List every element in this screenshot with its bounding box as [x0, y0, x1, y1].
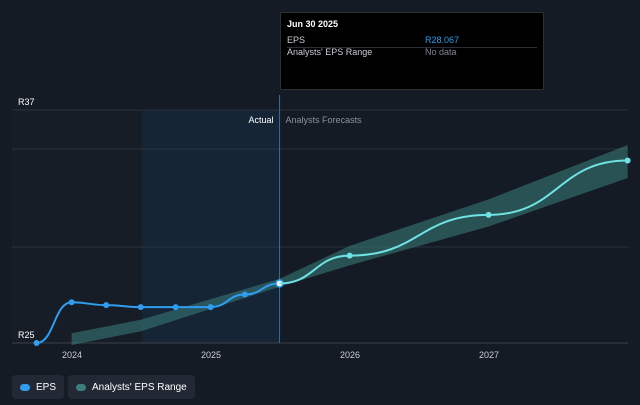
eps-point	[241, 291, 248, 298]
tooltip-eps-value: R28.067	[425, 35, 460, 45]
x-tick-label: 2026	[340, 350, 360, 360]
legend-eps-button[interactable]: EPS	[12, 375, 65, 399]
eps-forecast-point	[346, 252, 353, 259]
legend-eps-label: EPS	[36, 381, 57, 393]
eps-point	[68, 299, 75, 306]
analysts-forecasts-label: Analysts Forecasts	[286, 115, 363, 125]
eps-point	[33, 340, 40, 346]
tooltip-row-range: Analysts' EPS Range No data	[287, 47, 537, 59]
eps-forecast-point	[624, 157, 631, 164]
actual-label: Actual	[249, 115, 274, 125]
x-tick-label: 2027	[479, 350, 499, 360]
legend-range-swatch	[76, 383, 86, 391]
tooltip-row-eps: EPS R28.067	[287, 35, 537, 48]
x-tick-label: 2024	[62, 350, 82, 360]
x-tick-label: 2025	[201, 350, 221, 360]
eps-point	[103, 302, 110, 309]
y-tick-label-max: R37	[18, 97, 35, 107]
tooltip-date: Jun 30 2025	[287, 19, 339, 29]
tooltip: Jun 30 2025 EPS R28.067 Analysts' EPS Ra…	[280, 12, 544, 90]
legend-range-button[interactable]: Analysts' EPS Range	[68, 375, 195, 399]
eps-point	[137, 304, 144, 311]
tooltip-range-value: No data	[425, 47, 457, 57]
tooltip-range-label: Analysts' EPS Range	[287, 47, 373, 57]
past-area	[12, 110, 142, 343]
eps-forecast-line	[279, 159, 628, 285]
eps-point	[207, 304, 214, 311]
analysts-eps-range-band	[71, 144, 628, 345]
y-tick-label-min: R25	[18, 330, 35, 340]
tooltip-eps-label: EPS	[287, 35, 306, 45]
legend-eps-swatch	[20, 383, 30, 391]
eps-forecast-point	[485, 211, 492, 218]
legend-range-label: Analysts' EPS Range	[92, 381, 187, 393]
eps-point	[172, 304, 179, 311]
